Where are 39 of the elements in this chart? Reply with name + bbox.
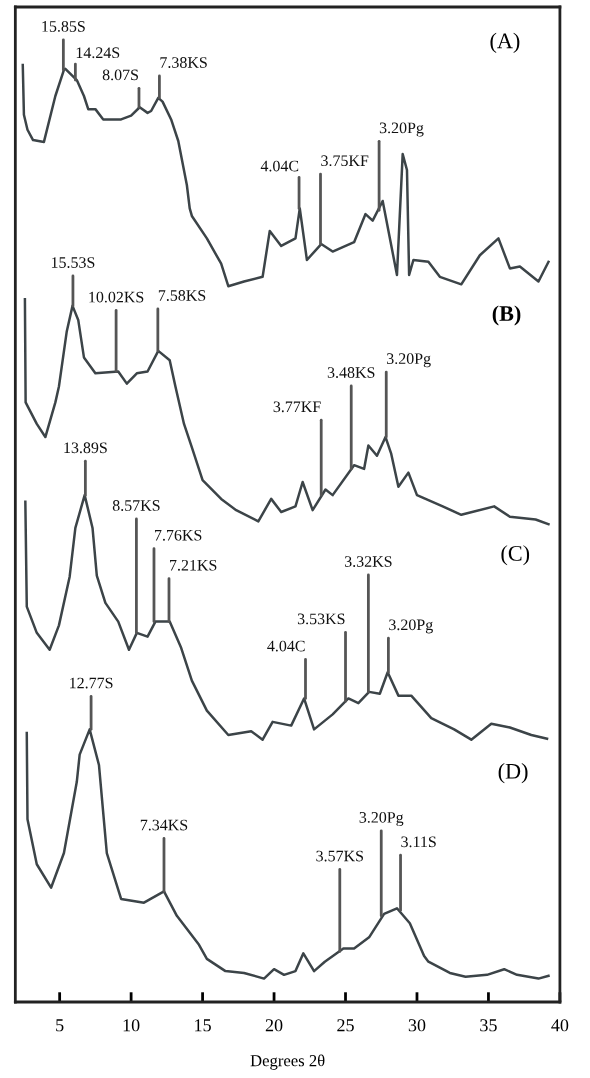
annotation: (C) bbox=[501, 545, 530, 566]
x-axis-title: Degrees 2θ bbox=[250, 1054, 325, 1070]
annotation: 7.58KS bbox=[158, 290, 206, 301]
annotation: 3.75KF bbox=[321, 155, 369, 167]
x-tick-label: 40 bbox=[551, 1019, 569, 1032]
annotation: 7.76KS bbox=[155, 529, 202, 541]
x-tick-label: 30 bbox=[408, 1019, 426, 1032]
annotation: 4.04C bbox=[260, 160, 299, 172]
annotation: 3.20Pg bbox=[387, 353, 431, 368]
annotation: 7.38KS bbox=[160, 57, 207, 68]
annotation: 8.57KS bbox=[112, 500, 160, 511]
x-tick-label: 20 bbox=[265, 1019, 283, 1032]
annotation: 3.48KS bbox=[327, 367, 375, 378]
annotation: 3.20Pg bbox=[359, 811, 404, 827]
annotation: 3.11S bbox=[401, 836, 436, 848]
annotation: 15.85S bbox=[42, 21, 85, 32]
annotation: (D) bbox=[498, 763, 528, 784]
annotation: 3.57KS bbox=[316, 850, 363, 862]
annotation: (B) bbox=[492, 305, 521, 326]
annotation: 15.53S bbox=[51, 257, 95, 268]
annotation: 3.20Pg bbox=[379, 122, 424, 137]
x-tick-label: 15 bbox=[195, 1019, 211, 1032]
x-tick-label: 10 bbox=[123, 1019, 140, 1032]
x-tick-label: 5 bbox=[56, 1019, 64, 1032]
annotation: 3.77KF bbox=[273, 401, 321, 413]
annotation: 7.34KS bbox=[140, 819, 188, 831]
annotation: 12.77S bbox=[70, 677, 113, 689]
annotation: 3.53KS bbox=[297, 613, 345, 625]
annotation: 13.89S bbox=[64, 442, 107, 454]
annotation: 7.21KS bbox=[170, 559, 217, 571]
annotation: 3.32KS bbox=[344, 556, 392, 567]
x-tick-label: 25 bbox=[337, 1019, 354, 1032]
annotation: 3.20Pg bbox=[389, 619, 433, 634]
text: (A) bbox=[490, 32, 520, 53]
annotation: 10.02KS bbox=[89, 291, 144, 303]
annotation: 8.07S bbox=[102, 69, 138, 81]
annotation: 4.04C bbox=[267, 640, 305, 652]
annotation: 14.24S bbox=[76, 47, 120, 59]
x-tick-label: 35 bbox=[480, 1019, 497, 1032]
